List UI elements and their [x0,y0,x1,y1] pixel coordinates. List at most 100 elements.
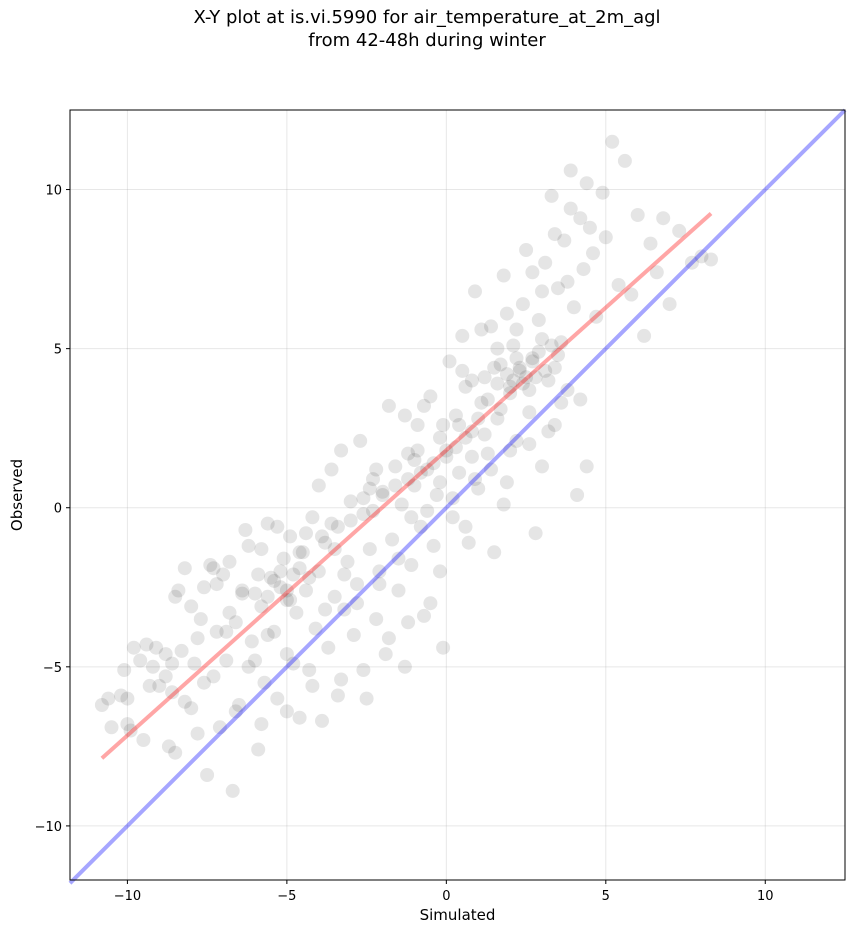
data-point [318,535,333,550]
data-point [672,223,687,238]
data-point [439,449,454,464]
data-point [305,678,320,693]
data-point [401,615,416,630]
data-point [171,583,186,598]
data-point [445,491,460,506]
data-point [547,360,562,375]
data-point [503,386,518,401]
data-point [232,698,246,712]
data-point [445,510,460,525]
data-point [388,478,403,493]
data-point [433,430,447,445]
data-point [299,583,313,598]
data-point [512,360,527,375]
data-point [158,647,173,662]
data-point [637,328,652,343]
data-point [381,631,396,646]
data-point [292,545,307,560]
data-point [315,529,329,544]
data-point [305,510,320,525]
data-point [509,351,524,366]
data-point [490,341,505,356]
data-point [321,640,336,655]
data-point [624,287,639,302]
y-tick-label: 0 [54,502,62,517]
data-point [522,405,537,420]
data-point [509,433,524,448]
data-point [499,475,514,490]
data-point [535,284,549,299]
data-point [350,577,364,592]
data-point [286,567,301,582]
data-point [464,449,479,464]
data-point [554,335,569,350]
chart-title-block: X-Y plot at is.vi.5990 for air_temperatu… [0,6,854,52]
data-point [410,418,425,432]
data-point [228,615,243,630]
data-point [436,640,451,655]
data-point [535,332,549,347]
data-point [104,720,119,735]
data-point [343,494,358,509]
data-point [519,370,534,385]
data-point [145,659,160,674]
lines-layer [68,108,847,885]
data-point [643,236,658,251]
data-point [197,580,211,595]
data-point [324,516,339,531]
data-point [544,338,559,353]
data-point [401,446,416,461]
chart-title: X-Y plot at is.vi.5990 for air_temperatu… [193,7,661,28]
data-point [254,717,269,732]
data-point [136,733,151,747]
data-point [471,411,486,426]
data-point [429,488,444,502]
data-point [270,519,285,534]
data-point [407,453,422,467]
x-tick-label: −10 [114,889,141,904]
data-point [547,418,562,432]
data-point [573,211,588,226]
data-point [158,669,173,684]
data-point [343,513,358,528]
data-point [448,408,463,423]
data-point [433,564,447,579]
data-point [177,694,192,709]
data-point [235,586,250,601]
data-point [353,433,368,448]
data-point [260,628,275,642]
data-point [206,669,221,684]
x-tick-label: 10 [757,889,774,904]
data-point [222,605,237,620]
data-point [576,262,591,277]
y-tick-label: −5 [43,661,62,676]
data-point [251,567,266,582]
data-point [248,653,262,668]
data-point [289,605,304,620]
data-point [248,586,262,601]
data-point [589,309,604,324]
data-point [184,599,199,614]
data-point [582,220,597,235]
data-point [279,593,294,607]
data-point [560,383,575,397]
y-axis-label: Observed [8,459,26,531]
data-point [244,634,259,649]
data-point [241,538,256,553]
data-point [149,640,164,655]
data-point [452,465,467,480]
data-point [350,596,364,611]
data-point [311,564,326,579]
data-point [311,478,326,493]
data-point [452,418,467,432]
data-point [417,608,431,623]
data-point [611,278,626,292]
data-point [359,691,374,706]
data-point [554,395,569,410]
data-point [423,389,438,404]
data-point [334,443,349,458]
data-point [394,497,409,512]
data-point [499,367,514,382]
data-point [458,430,473,445]
data-point [506,338,521,353]
